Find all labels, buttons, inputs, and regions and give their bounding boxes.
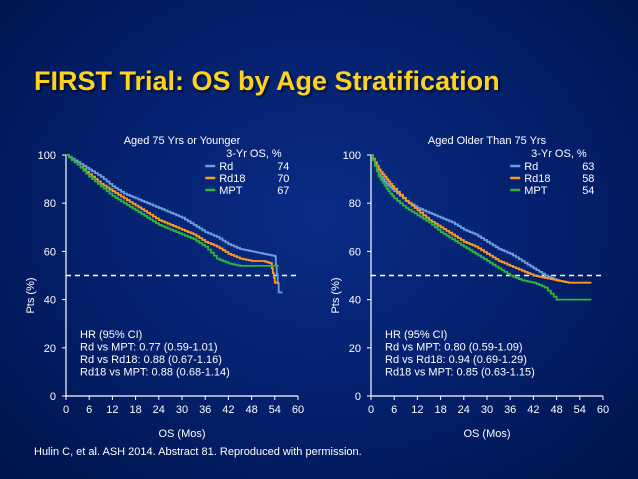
hr-annotation: Rd18 vs MPT: 0.85 (0.63-1.15) — [385, 367, 535, 379]
x-tick-label: 6 — [391, 404, 397, 416]
x-tick-label: 30 — [176, 404, 188, 416]
x-tick-label: 48 — [550, 404, 562, 416]
x-tick-label: 60 — [597, 404, 609, 416]
legend-value: 63 — [582, 161, 594, 173]
legend-value: 67 — [277, 185, 289, 197]
legend-label: MPT — [524, 185, 548, 197]
slide-title: FIRST Trial: OS by Age Stratification — [34, 66, 500, 96]
y-tick-label: 20 — [44, 343, 56, 355]
hr-annotation: Rd vs MPT: 0.80 (0.59-1.09) — [385, 342, 523, 354]
y-tick-label: 80 — [44, 198, 56, 210]
x-tick-label: 54 — [269, 404, 281, 416]
x-tick-label: 18 — [434, 404, 446, 416]
chart-title: Aged 75 Yrs or Younger — [124, 135, 241, 147]
legend-header: 3-Yr OS, % — [226, 148, 282, 160]
x-tick-label: 36 — [199, 404, 211, 416]
series-line-mpt — [66, 154, 279, 267]
x-axis-label: OS (Mos) — [463, 428, 510, 440]
chart-1: Aged 75 Yrs or Younger 0 20 40 60 80 100 0 6 12 18… — [25, 135, 304, 440]
x-tick-label: 12 — [411, 404, 423, 416]
x-tick-label: 24 — [458, 404, 470, 416]
y-tick-label: 80 — [349, 198, 361, 210]
x-tick-label: 0 — [63, 404, 69, 416]
legend-header: 3-Yr OS, % — [531, 148, 587, 160]
legend-label: Rd — [219, 161, 233, 173]
hr-annotation: Rd18 vs MPT: 0.88 (0.68-1.14) — [80, 367, 230, 379]
y-tick-label: 40 — [349, 295, 361, 307]
x-tick-label: 36 — [504, 404, 516, 416]
series-line-rd18 — [371, 154, 592, 284]
x-tick-label: 48 — [245, 404, 257, 416]
footnote: Hulin C, et al. ASH 2014. Abstract 81. R… — [34, 446, 362, 458]
y-tick-label: 100 — [343, 150, 361, 162]
x-tick-label: 30 — [481, 404, 493, 416]
legend-label: MPT — [219, 185, 243, 197]
x-tick-label: 42 — [222, 404, 234, 416]
series-line-rd18 — [66, 154, 279, 284]
hr-header: HR (95% CI) — [385, 329, 447, 341]
y-tick-label: 60 — [349, 246, 361, 258]
x-tick-label: 12 — [106, 404, 118, 416]
legend-value: 54 — [582, 185, 594, 197]
hr-annotation: Rd vs Rd18: 0.94 (0.69-1.29) — [385, 354, 527, 366]
chart-2: Aged Older Than 75 Yrs 0 20 40 60 80 100 0 6 12 18… — [330, 135, 609, 440]
series-line-mpt — [371, 154, 592, 301]
x-tick-label: 6 — [86, 404, 92, 416]
x-tick-label: 42 — [527, 404, 539, 416]
legend-value: 74 — [277, 161, 289, 173]
x-axis-label: OS (Mos) — [158, 428, 205, 440]
y-tick-label: 0 — [355, 391, 361, 403]
legend-label: Rd — [524, 161, 538, 173]
series-line-rd — [371, 154, 570, 283]
x-tick-label: 18 — [129, 404, 141, 416]
hr-annotation: Rd vs Rd18: 0.88 (0.67-1.16) — [80, 354, 222, 366]
x-tick-label: 60 — [292, 404, 304, 416]
chart-title: Aged Older Than 75 Yrs — [428, 135, 547, 147]
y-tick-label: 100 — [38, 150, 56, 162]
y-tick-label: 20 — [349, 343, 361, 355]
x-tick-label: 54 — [574, 404, 586, 416]
y-tick-label: 40 — [44, 295, 56, 307]
y-axis-label: Pts (%) — [25, 277, 37, 313]
legend-label: Rd18 — [524, 173, 550, 185]
x-tick-label: 0 — [368, 404, 374, 416]
legend-value: 58 — [582, 173, 594, 185]
y-tick-label: 60 — [44, 246, 56, 258]
series-line-rd — [66, 154, 283, 294]
legend-value: 70 — [277, 173, 289, 185]
hr-annotation: Rd vs MPT: 0.77 (0.59-1.01) — [80, 342, 218, 354]
legend-label: Rd18 — [219, 173, 245, 185]
y-axis-label: Pts (%) — [330, 277, 342, 313]
y-tick-label: 0 — [50, 391, 56, 403]
hr-header: HR (95% CI) — [80, 329, 142, 341]
x-tick-label: 24 — [153, 404, 165, 416]
